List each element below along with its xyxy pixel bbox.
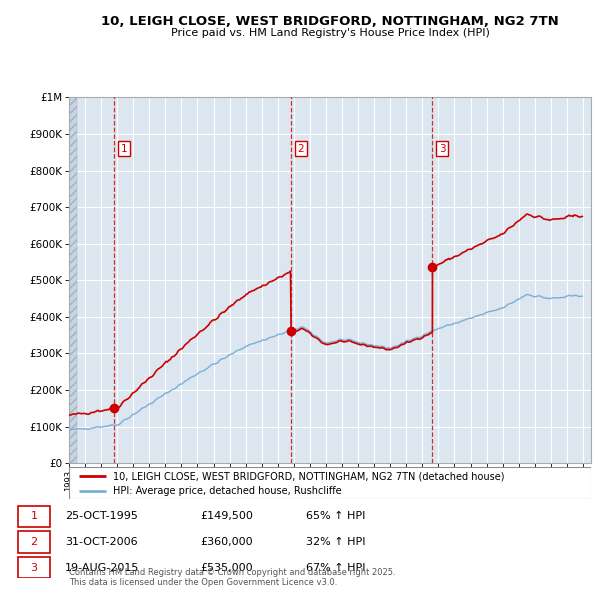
Text: 2: 2 bbox=[31, 537, 38, 547]
Text: 31-OCT-2006: 31-OCT-2006 bbox=[65, 537, 137, 547]
Text: 3: 3 bbox=[31, 563, 38, 573]
FancyBboxPatch shape bbox=[18, 532, 50, 552]
Text: 10, LEIGH CLOSE, WEST BRIDGFORD, NOTTINGHAM, NG2 7TN: 10, LEIGH CLOSE, WEST BRIDGFORD, NOTTING… bbox=[101, 15, 559, 28]
FancyBboxPatch shape bbox=[18, 557, 50, 578]
Text: 65% ↑ HPI: 65% ↑ HPI bbox=[306, 512, 365, 522]
Text: Price paid vs. HM Land Registry's House Price Index (HPI): Price paid vs. HM Land Registry's House … bbox=[170, 28, 490, 38]
Text: 19-AUG-2015: 19-AUG-2015 bbox=[65, 563, 139, 573]
Text: 67% ↑ HPI: 67% ↑ HPI bbox=[306, 563, 365, 573]
Text: 25-OCT-1995: 25-OCT-1995 bbox=[65, 512, 138, 522]
Text: Contains HM Land Registry data © Crown copyright and database right 2025.
This d: Contains HM Land Registry data © Crown c… bbox=[69, 568, 395, 587]
Text: HPI: Average price, detached house, Rushcliffe: HPI: Average price, detached house, Rush… bbox=[113, 486, 342, 496]
Text: 10, LEIGH CLOSE, WEST BRIDGFORD, NOTTINGHAM, NG2 7TN (detached house): 10, LEIGH CLOSE, WEST BRIDGFORD, NOTTING… bbox=[113, 471, 505, 481]
Text: £360,000: £360,000 bbox=[200, 537, 253, 547]
Text: 32% ↑ HPI: 32% ↑ HPI bbox=[306, 537, 365, 547]
Text: 1: 1 bbox=[31, 512, 38, 522]
FancyBboxPatch shape bbox=[18, 506, 50, 527]
Text: 2: 2 bbox=[298, 143, 304, 153]
Text: 3: 3 bbox=[439, 143, 446, 153]
Text: 1: 1 bbox=[121, 143, 127, 153]
Text: £149,500: £149,500 bbox=[200, 512, 253, 522]
Text: £535,000: £535,000 bbox=[200, 563, 253, 573]
FancyBboxPatch shape bbox=[69, 467, 591, 499]
